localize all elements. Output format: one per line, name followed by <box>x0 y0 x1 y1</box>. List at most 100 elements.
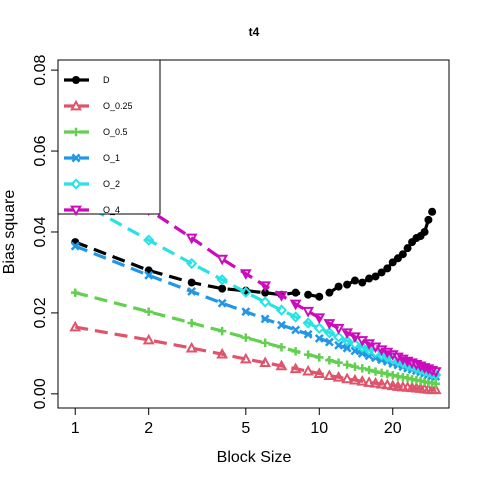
data-point <box>144 307 153 316</box>
data-point <box>325 356 334 365</box>
data-point <box>303 329 313 339</box>
data-point <box>302 364 315 376</box>
data-point <box>142 333 155 345</box>
data-point <box>185 341 198 353</box>
data-point <box>343 280 352 289</box>
data-point <box>315 292 324 301</box>
x-tick-label: 5 <box>241 420 250 437</box>
axes: 1 2 5 10 20 0.00 0.02 0.04 0.06 0.08 <box>32 54 450 437</box>
data-point <box>290 311 302 323</box>
data-point <box>302 317 314 329</box>
data-point <box>260 314 270 324</box>
data-point <box>420 227 429 236</box>
data-point <box>314 333 324 343</box>
data-point <box>259 356 272 368</box>
y-axis-label: Bias square <box>1 190 18 275</box>
data-point <box>218 284 227 293</box>
data-point <box>323 327 336 339</box>
data-point <box>375 349 388 361</box>
data-point <box>217 326 227 336</box>
data-point <box>371 272 380 281</box>
legend-marker <box>70 178 82 190</box>
data-point <box>334 358 343 367</box>
data-point <box>216 274 228 286</box>
data-point <box>356 375 369 386</box>
legend-marker <box>71 127 81 137</box>
plot-area <box>69 154 442 395</box>
data-point <box>381 378 394 390</box>
data-point <box>291 325 301 335</box>
data-point <box>240 286 252 298</box>
data-point <box>358 364 367 373</box>
data-point <box>239 269 252 280</box>
data-point <box>364 365 374 375</box>
data-point <box>313 367 326 378</box>
data-point <box>187 278 196 287</box>
data-point <box>275 359 288 371</box>
legend-label: D <box>103 75 110 85</box>
data-point <box>259 296 271 308</box>
data-point <box>291 288 300 297</box>
series-line <box>74 325 436 392</box>
x-tick-label: 10 <box>310 420 328 437</box>
data-point <box>429 367 442 378</box>
data-point <box>341 372 353 384</box>
data-point <box>332 323 345 335</box>
legend-label: O_0.5 <box>103 127 128 137</box>
data-point <box>429 383 442 395</box>
legend: D O_0.25 O_0.5 O_1 O_2 O_4 <box>57 59 161 217</box>
data-point <box>186 257 198 270</box>
data-point <box>403 244 412 253</box>
data-point <box>239 352 252 364</box>
data-point <box>216 347 229 359</box>
data-point <box>143 234 155 246</box>
data-point <box>291 347 300 356</box>
data-point <box>313 313 326 325</box>
data-point <box>70 241 80 251</box>
data-point <box>350 346 360 356</box>
data-point <box>144 270 154 280</box>
data-point <box>369 346 382 359</box>
data-point <box>398 250 407 259</box>
data-point <box>260 338 270 348</box>
data-point <box>187 318 196 328</box>
y-tick-label: 0.06 <box>32 135 49 166</box>
data-point <box>185 233 198 245</box>
data-point <box>216 254 229 266</box>
data-point <box>349 373 361 385</box>
data-point <box>289 299 302 311</box>
legend-label: O_0.25 <box>103 101 133 111</box>
y-tick-label: 0.04 <box>32 216 49 247</box>
data-point <box>187 287 197 296</box>
legend-marker <box>70 205 82 217</box>
data-point <box>375 377 388 389</box>
data-point <box>315 353 324 362</box>
data-point <box>383 264 392 273</box>
data-point <box>261 288 270 297</box>
data-point <box>259 281 272 293</box>
plot-frame <box>57 59 450 409</box>
x-tick-label: 1 <box>71 420 80 437</box>
data-point <box>426 366 439 377</box>
data-point <box>323 319 336 330</box>
data-point <box>369 377 382 388</box>
data-point <box>313 322 325 334</box>
data-point <box>363 376 376 387</box>
data-point <box>332 370 345 382</box>
data-point <box>341 335 353 347</box>
data-point <box>422 364 435 376</box>
data-point <box>323 369 336 380</box>
data-point <box>241 307 251 317</box>
data-point <box>275 291 288 302</box>
data-point <box>303 350 313 359</box>
data-point <box>334 282 343 291</box>
chart-title: t4 <box>249 25 260 39</box>
legend-marker <box>70 99 82 111</box>
data-point <box>289 362 302 374</box>
y-tick-label: 0.08 <box>32 54 49 85</box>
y-tick-label: 0.00 <box>32 378 49 409</box>
data-point <box>241 333 251 342</box>
data-point <box>302 306 315 318</box>
data-point <box>358 278 367 287</box>
data-point <box>277 343 286 352</box>
